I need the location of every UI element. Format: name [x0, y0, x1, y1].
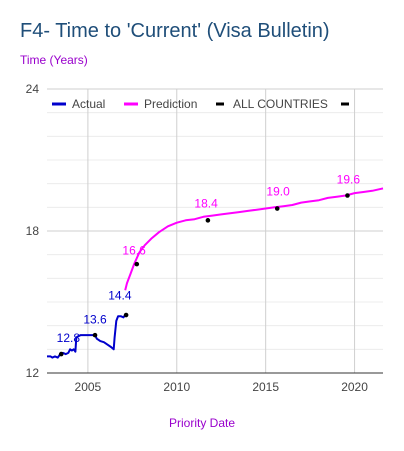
data-label: 19.0	[266, 185, 290, 199]
all-countries-point	[92, 332, 98, 338]
chart-title: F4- Time to 'Current' (Visa Bulletin)	[20, 20, 330, 42]
chart-legend: Actual Prediction ALL COUNTRIES	[52, 97, 349, 111]
chart-series	[47, 187, 384, 359]
prediction-series-line	[124, 187, 384, 291]
all-countries-point	[205, 218, 211, 223]
all-countries-point	[345, 193, 350, 198]
chart-annotations: 12.813.614.4 16.6 18.4 19.0 19.6	[57, 173, 361, 346]
x-axis-title: Priority Date	[168, 416, 236, 430]
legend-label: ALL COUNTRIES	[233, 97, 328, 111]
all-countries-point	[58, 351, 64, 357]
y-axis-title: Time (Years)	[20, 53, 88, 67]
y-tick-label: 18	[26, 224, 40, 238]
chart-axes: 12 18 24 2005 2010 2015 2020	[26, 82, 383, 394]
data-label: 12.8	[57, 331, 81, 345]
legend-label: Actual	[72, 97, 105, 111]
x-tick-label: 2010	[163, 380, 190, 394]
x-tick-label: 2015	[252, 380, 279, 394]
data-label: 13.6	[83, 312, 107, 326]
y-tick-label: 12	[26, 366, 40, 380]
all-countries-point	[274, 206, 280, 211]
all-countries-point	[123, 312, 129, 318]
data-label: 19.6	[337, 173, 361, 187]
chart-grid	[47, 88, 383, 374]
x-tick-label: 2005	[75, 380, 102, 394]
data-label: 16.6	[122, 244, 146, 258]
all-countries-point	[134, 261, 140, 267]
data-label: 14.4	[108, 289, 132, 303]
data-label: 18.4	[194, 196, 218, 210]
y-tick-label: 24	[26, 82, 40, 96]
x-tick-label: 2020	[341, 380, 368, 394]
legend-label: Prediction	[144, 97, 197, 111]
